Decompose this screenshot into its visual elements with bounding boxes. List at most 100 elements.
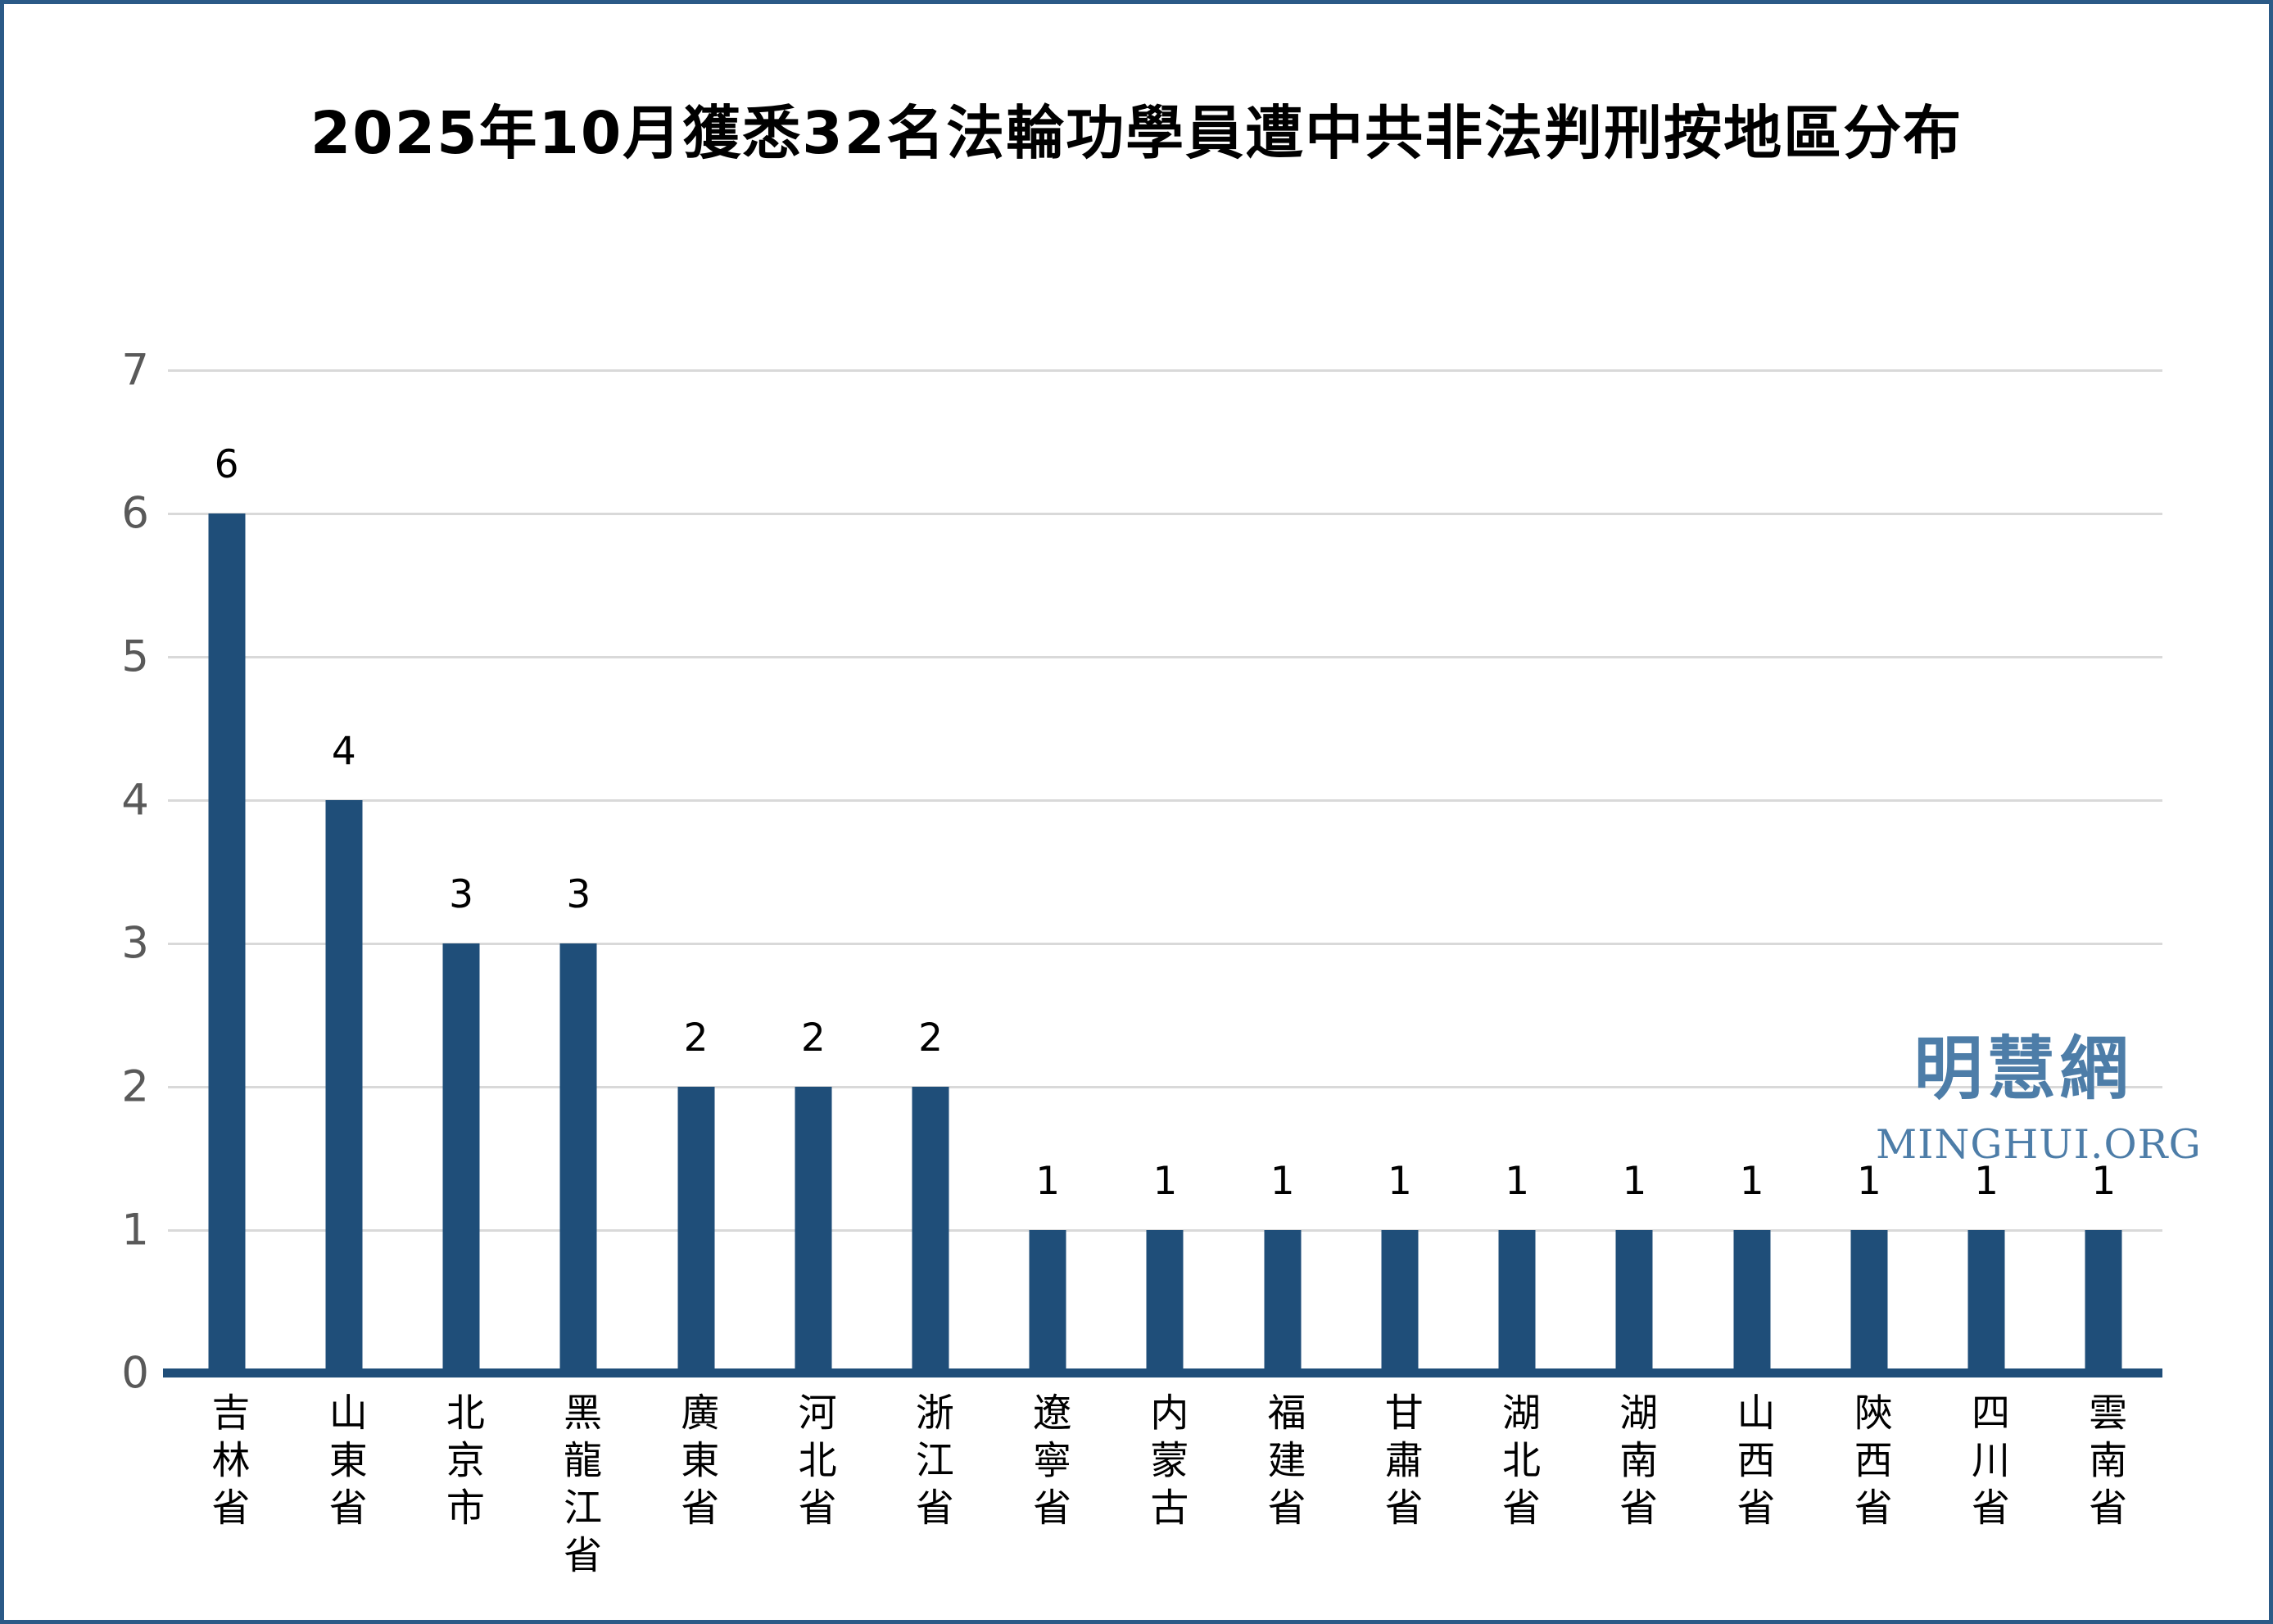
bar-slot: 1 bbox=[1459, 370, 1576, 1373]
bar-slot: 1 bbox=[2045, 370, 2162, 1373]
bar-value-label: 6 bbox=[214, 442, 239, 487]
bar bbox=[1615, 1230, 1653, 1373]
y-tick-label-0: 0 bbox=[121, 1348, 149, 1399]
bar-value-label: 1 bbox=[1856, 1159, 1881, 1204]
y-axis-ticks: 0 1 2 3 4 5 6 7 bbox=[0, 346, 149, 1399]
y-tick-label-7: 7 bbox=[121, 345, 149, 396]
bar bbox=[559, 943, 597, 1373]
bar bbox=[1264, 1230, 1302, 1373]
y-tick-label-4: 4 bbox=[121, 775, 149, 826]
gridline-y7 bbox=[168, 369, 2162, 372]
bar-slot: 1 bbox=[1928, 370, 2045, 1373]
bar-value-label: 3 bbox=[449, 872, 474, 917]
category-label: 北京市 bbox=[438, 1392, 484, 1535]
category-slot: 山西省 bbox=[1693, 1392, 1810, 1535]
bar-slot: 2 bbox=[637, 370, 754, 1373]
bar bbox=[1850, 1230, 1888, 1373]
category-label: 山東省 bbox=[321, 1392, 367, 1535]
bar-slot: 2 bbox=[872, 370, 989, 1373]
plot-area: 6 4 3 3 2 2 2 1 1 1 1 1 1 1 1 1 1 bbox=[163, 369, 2162, 1377]
x-axis-line bbox=[163, 1368, 2162, 1377]
category-label: 内蒙古 bbox=[1143, 1392, 1189, 1535]
bar bbox=[325, 800, 363, 1373]
bar bbox=[1029, 1230, 1066, 1373]
category-slot: 福建省 bbox=[1224, 1392, 1341, 1535]
bar bbox=[1967, 1230, 2005, 1373]
bar-slot: 1 bbox=[1693, 370, 1810, 1373]
category-label: 山西省 bbox=[1729, 1392, 1775, 1535]
bar bbox=[677, 1087, 715, 1373]
category-label: 河北省 bbox=[790, 1392, 836, 1535]
category-slot: 甘肅省 bbox=[1341, 1392, 1458, 1535]
bar bbox=[1146, 1230, 1184, 1373]
minghui-watermark: 明慧網 MINGHUI.ORG bbox=[1876, 1014, 2202, 1168]
y-tick-label-5: 5 bbox=[121, 631, 149, 682]
category-slot: 四川省 bbox=[1928, 1392, 2045, 1535]
bar bbox=[1733, 1230, 1771, 1373]
bar-slot: 1 bbox=[989, 370, 1107, 1373]
bar-value-label: 4 bbox=[331, 729, 356, 774]
category-label: 陝西省 bbox=[1846, 1392, 1892, 1535]
gridline-y4 bbox=[168, 799, 2162, 802]
category-slot: 遼寧省 bbox=[989, 1392, 1107, 1535]
bar-slot: 3 bbox=[402, 370, 519, 1373]
category-label: 浙江省 bbox=[908, 1392, 953, 1535]
category-slot: 浙江省 bbox=[872, 1392, 989, 1535]
gridline-y5 bbox=[168, 656, 2162, 658]
bar bbox=[2085, 1230, 2122, 1373]
category-label: 甘肅省 bbox=[1377, 1392, 1423, 1535]
bar bbox=[795, 1087, 832, 1373]
bar-value-label: 1 bbox=[1739, 1159, 1764, 1204]
category-slot: 内蒙古 bbox=[1107, 1392, 1224, 1535]
bar-value-label: 1 bbox=[1152, 1159, 1178, 1204]
bar-slot: 1 bbox=[1107, 370, 1224, 1373]
bar-slot: 4 bbox=[285, 370, 402, 1373]
category-label: 廣東省 bbox=[673, 1392, 719, 1535]
bar-slot: 6 bbox=[168, 370, 285, 1373]
category-slot: 湖南省 bbox=[1576, 1392, 1693, 1535]
bar-value-label: 1 bbox=[2091, 1159, 2117, 1204]
category-slot: 雲南省 bbox=[2045, 1392, 2162, 1535]
y-tick-label-1: 1 bbox=[121, 1205, 149, 1255]
y-tick-label-2: 2 bbox=[121, 1061, 149, 1112]
bar-slot: 1 bbox=[1224, 370, 1341, 1373]
category-slot: 吉林省 bbox=[168, 1392, 285, 1535]
bar bbox=[442, 943, 480, 1373]
category-slot: 山東省 bbox=[285, 1392, 402, 1535]
bar bbox=[1381, 1230, 1419, 1373]
category-label: 黑龍江省 bbox=[556, 1392, 602, 1582]
y-tick-label-3: 3 bbox=[121, 918, 149, 969]
category-label: 福建省 bbox=[1260, 1392, 1306, 1535]
category-label: 吉林省 bbox=[204, 1392, 250, 1535]
bar-slot: 1 bbox=[1341, 370, 1458, 1373]
bar-value-label: 1 bbox=[1270, 1159, 1295, 1204]
bar-slot: 3 bbox=[520, 370, 637, 1373]
watermark-logo-cn: 明慧網 bbox=[1913, 1029, 2133, 1109]
category-slot: 廣東省 bbox=[637, 1392, 754, 1535]
gridline-y3 bbox=[168, 943, 2162, 945]
category-slot: 湖北省 bbox=[1459, 1392, 1576, 1535]
bar bbox=[912, 1087, 949, 1373]
bar-value-label: 1 bbox=[1388, 1159, 1412, 1204]
gridline-y2 bbox=[168, 1086, 2162, 1088]
category-slot: 河北省 bbox=[754, 1392, 872, 1535]
category-slot: 陝西省 bbox=[1810, 1392, 1927, 1535]
chart-title: 2025年10月獲悉32名法輪功學員遭中共非法判刑按地區分布 bbox=[310, 99, 1963, 167]
category-label: 遼寧省 bbox=[1026, 1392, 1071, 1535]
bar bbox=[1498, 1230, 1536, 1373]
category-slot: 北京市 bbox=[402, 1392, 519, 1535]
bar-series: 6 4 3 3 2 2 2 1 1 1 1 1 1 1 1 1 1 bbox=[168, 370, 2162, 1373]
category-label: 湖南省 bbox=[1612, 1392, 1658, 1535]
bar bbox=[208, 513, 246, 1373]
x-axis-labels: 吉林省 山東省 北京市 黑龍江省 廣東省 河北省 浙江省 遼寧省 内蒙古 福建省 甘肅省 湖北省 湖南省… bbox=[168, 1392, 2162, 1582]
bar-value-label: 1 bbox=[1622, 1159, 1647, 1204]
category-label: 四川省 bbox=[1963, 1392, 2009, 1535]
bar-value-label: 2 bbox=[800, 1016, 826, 1061]
bar-value-label: 2 bbox=[683, 1016, 709, 1061]
bar-slot: 1 bbox=[1810, 370, 1927, 1373]
gridline-y6 bbox=[168, 513, 2162, 515]
y-tick-label-6: 6 bbox=[121, 488, 149, 539]
watermark-logo-en: MINGHUI.ORG bbox=[1876, 1121, 2202, 1168]
bar-value-label: 1 bbox=[1974, 1159, 1999, 1204]
category-label: 雲南省 bbox=[2081, 1392, 2127, 1535]
